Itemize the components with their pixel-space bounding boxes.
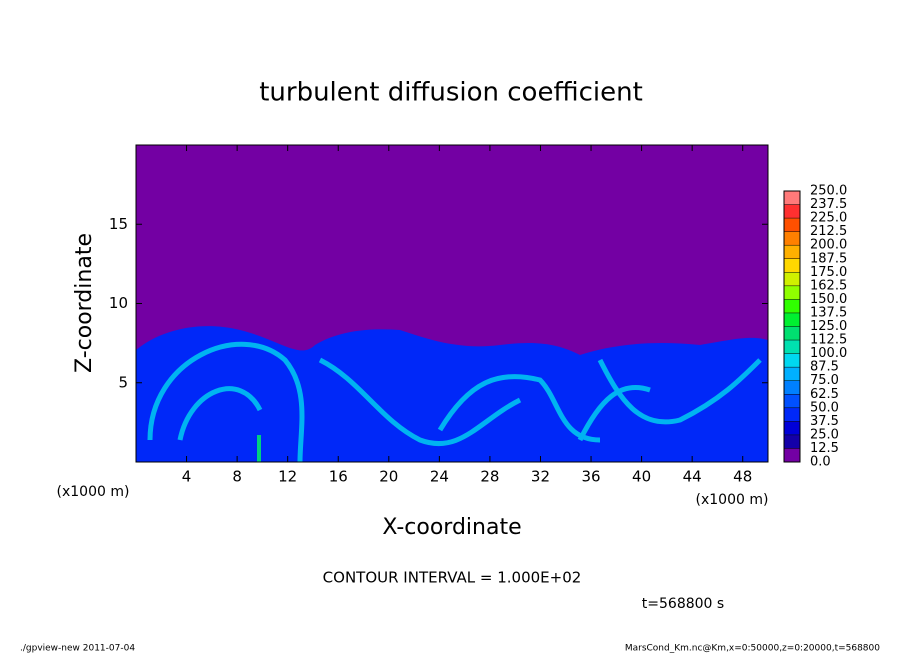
x-tick-label: 8 xyxy=(232,468,242,486)
colorbar-swatch xyxy=(784,340,800,354)
y-tick-label: 15 xyxy=(109,215,128,233)
time-label: t=568800 s xyxy=(642,596,724,612)
swirls xyxy=(147,341,762,462)
footer-left: ./gpview-new 2011-07-04 xyxy=(20,644,135,654)
colorbar-label: 25.0 xyxy=(810,427,839,442)
x-tick-label: 20 xyxy=(379,468,398,486)
x-tick-label: 44 xyxy=(683,468,702,486)
colorbar-swatch xyxy=(784,434,800,449)
colorbar-swatch xyxy=(784,272,800,286)
colorbar-label: 87.5 xyxy=(810,360,839,375)
x-unit: (x1000 m) xyxy=(696,492,769,508)
colorbar-swatch xyxy=(784,312,800,327)
colorbar-swatch xyxy=(784,299,800,313)
colorbar-label: 212.5 xyxy=(810,224,847,239)
colorbar-swatch xyxy=(784,421,800,435)
contour-interval: CONTOUR INTERVAL = 1.000E+02 xyxy=(323,569,582,587)
colorbar-swatch xyxy=(784,326,800,341)
colorbar-swatch xyxy=(784,231,800,246)
chart-title: turbulent diffusion coefficient xyxy=(259,78,643,108)
colorbar-swatch xyxy=(784,258,800,273)
colorbar-label: 187.5 xyxy=(810,251,847,266)
colorbar-label: 37.5 xyxy=(810,414,839,429)
footer-right: MarsCond_Km.nc@Km,x=0:50000,z=0:20000,t=… xyxy=(625,644,880,654)
colorbar-swatch xyxy=(784,245,800,259)
colorbar-label: 100.0 xyxy=(810,346,847,361)
colorbar-swatch xyxy=(784,204,800,219)
colorbar-label: 62.5 xyxy=(810,387,839,402)
colorbar-label: 112.5 xyxy=(810,333,847,348)
colorbar-label: 137.5 xyxy=(810,305,847,320)
colorbar-swatch xyxy=(784,407,800,422)
x-axis-label: X-coordinate xyxy=(382,515,521,540)
colorbar-swatch xyxy=(784,394,800,408)
colorbar-swatch xyxy=(784,353,800,368)
colorbar-swatch xyxy=(784,380,800,395)
colorbar-swatch xyxy=(784,367,800,381)
x-tick-label: 28 xyxy=(480,468,499,486)
colorbar-label: 162.5 xyxy=(810,278,847,293)
x-tick-label: 12 xyxy=(278,468,297,486)
turbulent-layer xyxy=(136,326,768,462)
colorbar-label: 237.5 xyxy=(810,197,847,212)
colorbar-swatch xyxy=(784,285,800,300)
x-tick-label: 40 xyxy=(632,468,651,486)
x-tick-label: 24 xyxy=(430,468,449,486)
plume xyxy=(257,435,261,462)
colorbar-label: 0.0 xyxy=(810,455,831,470)
x-tick-label: 48 xyxy=(733,468,752,486)
colorbar-label: 200.0 xyxy=(810,238,847,253)
x-tick-label: 4 xyxy=(182,468,192,486)
colorbar-swatch xyxy=(784,448,800,462)
colorbar-swatch xyxy=(784,191,800,205)
colorbar-label: 175.0 xyxy=(810,265,847,280)
x-tick-label: 32 xyxy=(531,468,550,486)
colorbar-label: 250.0 xyxy=(810,184,847,199)
y-tick-label: 5 xyxy=(118,373,128,391)
colorbar-swatch xyxy=(784,218,800,232)
y-axis-label: Z-coordinate xyxy=(72,233,97,373)
colorbar-label: 225.0 xyxy=(810,211,847,226)
colorbar-label: 125.0 xyxy=(810,319,847,334)
colorbar-label: 12.5 xyxy=(810,441,839,456)
x-tick-label: 36 xyxy=(581,468,600,486)
colorbar-label: 50.0 xyxy=(810,400,839,415)
y-unit: (x1000 m) xyxy=(57,484,130,500)
x-tick-label: 16 xyxy=(329,468,348,486)
field xyxy=(136,145,768,462)
colorbar-label: 150.0 xyxy=(810,292,847,307)
colorbar-label: 75.0 xyxy=(810,373,839,388)
y-tick-label: 10 xyxy=(109,294,128,312)
